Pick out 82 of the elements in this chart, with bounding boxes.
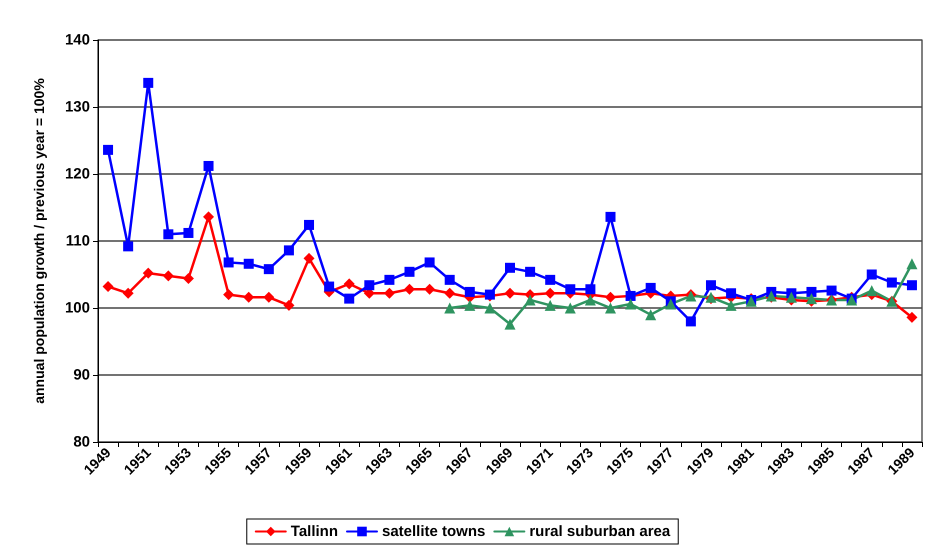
point xyxy=(384,288,395,299)
point xyxy=(886,278,897,288)
point xyxy=(264,264,274,274)
y-tick-label: 110 xyxy=(66,232,90,250)
point xyxy=(504,288,516,299)
point xyxy=(244,258,254,269)
point xyxy=(123,241,134,252)
point xyxy=(143,78,154,88)
point xyxy=(243,292,254,303)
point xyxy=(604,302,616,314)
point xyxy=(565,284,576,294)
point xyxy=(384,274,394,285)
point xyxy=(726,288,736,298)
point xyxy=(183,228,194,238)
legend-label: rural suburban area xyxy=(529,523,671,540)
point xyxy=(646,282,656,293)
point xyxy=(122,288,134,299)
y-tick-label: 90 xyxy=(73,366,90,384)
legend-label: satellite towns xyxy=(382,523,486,540)
point xyxy=(564,302,576,314)
point xyxy=(344,278,355,290)
point xyxy=(344,294,354,304)
point xyxy=(163,229,174,240)
point xyxy=(464,286,475,297)
point xyxy=(424,284,436,295)
point xyxy=(424,257,435,268)
point xyxy=(585,284,596,294)
point xyxy=(706,280,716,290)
point xyxy=(284,245,294,256)
point xyxy=(404,266,415,277)
point xyxy=(404,284,416,295)
point xyxy=(223,289,234,300)
point xyxy=(444,288,456,299)
point xyxy=(906,280,917,290)
point xyxy=(203,211,214,222)
point xyxy=(484,302,496,314)
point xyxy=(364,280,374,290)
point xyxy=(444,302,456,314)
point xyxy=(204,160,214,171)
point xyxy=(866,285,878,296)
point xyxy=(304,220,314,230)
y-tick-label: 140 xyxy=(64,32,90,48)
point xyxy=(162,270,174,282)
point xyxy=(786,292,797,303)
y-tick-label: 130 xyxy=(64,98,90,116)
point xyxy=(906,312,918,323)
point xyxy=(504,318,516,330)
point xyxy=(505,262,515,273)
point xyxy=(464,300,476,311)
point xyxy=(142,268,154,279)
point xyxy=(263,292,274,303)
point xyxy=(826,286,837,296)
point xyxy=(544,300,556,311)
point xyxy=(605,212,616,222)
point xyxy=(686,316,696,326)
point xyxy=(665,298,676,310)
y-tick-label: 120 xyxy=(64,166,90,182)
point xyxy=(283,300,294,311)
point xyxy=(224,257,234,268)
point xyxy=(906,258,918,270)
point xyxy=(806,293,817,304)
point xyxy=(645,309,656,320)
point xyxy=(102,281,114,292)
point xyxy=(444,274,455,285)
point xyxy=(324,282,334,292)
point xyxy=(304,252,315,264)
point xyxy=(625,298,636,310)
point xyxy=(525,266,536,277)
point xyxy=(726,300,737,311)
point xyxy=(545,274,556,285)
point xyxy=(806,286,816,297)
point xyxy=(866,270,877,280)
legend-label: Tallinn xyxy=(290,523,338,540)
point xyxy=(584,294,596,306)
point xyxy=(604,292,616,303)
point xyxy=(103,144,114,155)
y-axis-title: annual population growth / previous year = 100% xyxy=(31,78,47,404)
y-tick-label: 80 xyxy=(73,434,90,450)
point xyxy=(182,273,194,284)
point xyxy=(524,294,536,306)
point xyxy=(544,288,556,299)
y-tick-label: 100 xyxy=(64,300,90,316)
